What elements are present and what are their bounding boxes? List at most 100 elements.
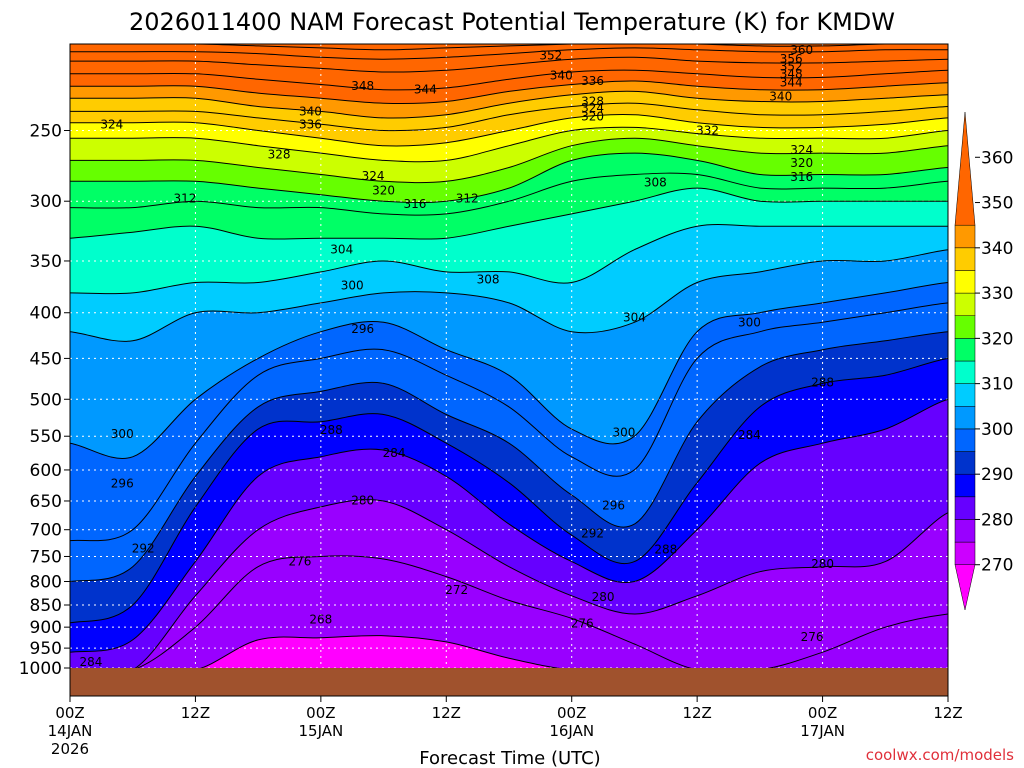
isentrope-288 (70, 357, 948, 624)
ground-below-surface (70, 668, 948, 696)
contour-label: 292 (581, 527, 604, 541)
colorbar-swatch (954, 338, 976, 362)
colorbar: 270 280 290 300 310 320 330 340 350 360 (954, 111, 1013, 611)
colorbar-swatch (954, 315, 976, 339)
contour-label: 348 (351, 79, 374, 93)
contour-label: 320 (372, 184, 395, 198)
colorbar-tick-label: 330 (981, 284, 1013, 304)
contour-label: 268 (309, 612, 332, 626)
x-tick-date: 15JAN (298, 722, 343, 740)
colorbar-swatch (954, 451, 976, 475)
contour-label: 348 (780, 67, 803, 81)
isentrope-352 (70, 56, 948, 73)
isentrope-312 (70, 187, 948, 240)
colorbar-swatch (954, 541, 976, 565)
y-tick-label: 900 (30, 618, 62, 638)
y-tick-label: 600 (30, 461, 62, 481)
credit-link[interactable]: coolwx.com/models (866, 746, 1014, 764)
colorbar-tick-label: 320 (981, 329, 1013, 349)
isentrope-348 (70, 69, 948, 91)
x-tick-date: 16JAN (549, 722, 594, 740)
colorbar-tick-label: 340 (981, 239, 1013, 259)
colorbar-tick-label: 280 (981, 510, 1013, 530)
contour-label: 288 (811, 376, 834, 390)
y-tick-label: 450 (30, 349, 62, 369)
y-tick-label: 550 (30, 427, 62, 447)
contour-label: 300 (738, 315, 761, 329)
contour-label: 312 (456, 192, 479, 206)
contour-label: 276 (288, 555, 311, 569)
colorbar-tick-label: 290 (981, 465, 1013, 485)
y-tick-label: 400 (30, 304, 62, 324)
y-tick-label: 350 (30, 252, 62, 272)
contour-label: 352 (780, 60, 803, 74)
isentrope-344 (70, 80, 948, 104)
isentrope-340 (70, 90, 948, 119)
colorbar-swatch (954, 473, 976, 498)
contour-label: 272 (445, 583, 468, 597)
contour-label: 284 (738, 428, 761, 442)
colorbar-swatch (954, 383, 976, 407)
y-tick-label: 750 (30, 547, 62, 567)
contour-label: 300 (341, 279, 364, 293)
x-tick-label: 00Z (808, 704, 837, 722)
contour-label: 340 (299, 104, 322, 118)
contour-label: 316 (790, 170, 813, 184)
contour-label: 296 (111, 476, 134, 490)
isentrope-contours (70, 44, 948, 676)
chart-title: 2026011400 NAM Forecast Potential Temper… (129, 8, 895, 36)
isentrope-284 (70, 398, 948, 653)
isentrope-292 (70, 331, 948, 583)
contour-label: 316 (403, 197, 426, 211)
x-tick-label: 00Z (306, 704, 335, 722)
colorbar-swatch (954, 564, 976, 611)
contour-label: 308 (644, 176, 667, 190)
isentrope-316 (70, 172, 948, 216)
contour-label: 324 (100, 117, 123, 131)
contour-label: 284 (383, 446, 406, 460)
y-tick-label: 850 (30, 596, 62, 616)
y-tick-label: 800 (30, 572, 62, 592)
contour-label: 304 (623, 311, 646, 325)
contour-label: 356 (780, 52, 803, 66)
colorbar-swatch (954, 247, 976, 271)
colorbar-swatch (954, 292, 976, 316)
x-tick-label: 12Z (181, 704, 210, 722)
colorbar-swatch (954, 224, 976, 249)
contour-label: 284 (79, 655, 102, 669)
contour-label: 324 (790, 143, 813, 157)
contour-label: 300 (111, 427, 134, 441)
contour-label: 324 (581, 101, 604, 115)
potential-temperature-field (70, 44, 948, 696)
isentrope-308 (70, 223, 948, 295)
isentrope-336 (70, 102, 948, 132)
colorbar-tick-label: 300 (981, 420, 1013, 440)
contour-label: 280 (592, 590, 615, 604)
pressure-axis: 2503003504004505005506006507007508008509… (19, 122, 70, 679)
colorbar-swatch (954, 270, 976, 294)
contour-label: 352 (539, 48, 562, 62)
contour-label: 280 (811, 557, 834, 571)
contour-label: 320 (581, 109, 604, 123)
isentrope-304 (70, 249, 948, 342)
contour-label: 280 (351, 493, 374, 507)
isentrope-320 (70, 152, 948, 203)
colorbar-swatch (954, 111, 976, 226)
isentrope-300 (70, 281, 948, 459)
contour-label: 320 (790, 156, 813, 170)
isentrope-360 (70, 44, 948, 51)
contour-label: 276 (801, 630, 824, 644)
contour-label: 288 (320, 423, 343, 437)
contour-label: 344 (414, 83, 437, 97)
colorbar-tick-label: 270 (981, 556, 1013, 576)
plot-frame (69, 43, 949, 697)
x-axis-label: Forecast Time (UTC) (419, 748, 600, 768)
y-tick-label: 1000 (19, 659, 62, 679)
contour-label: 300 (613, 426, 636, 440)
contour-label: 296 (602, 499, 625, 513)
x-tick-date: 14JAN (48, 722, 93, 740)
x-tick-year: 2026 (51, 740, 89, 758)
